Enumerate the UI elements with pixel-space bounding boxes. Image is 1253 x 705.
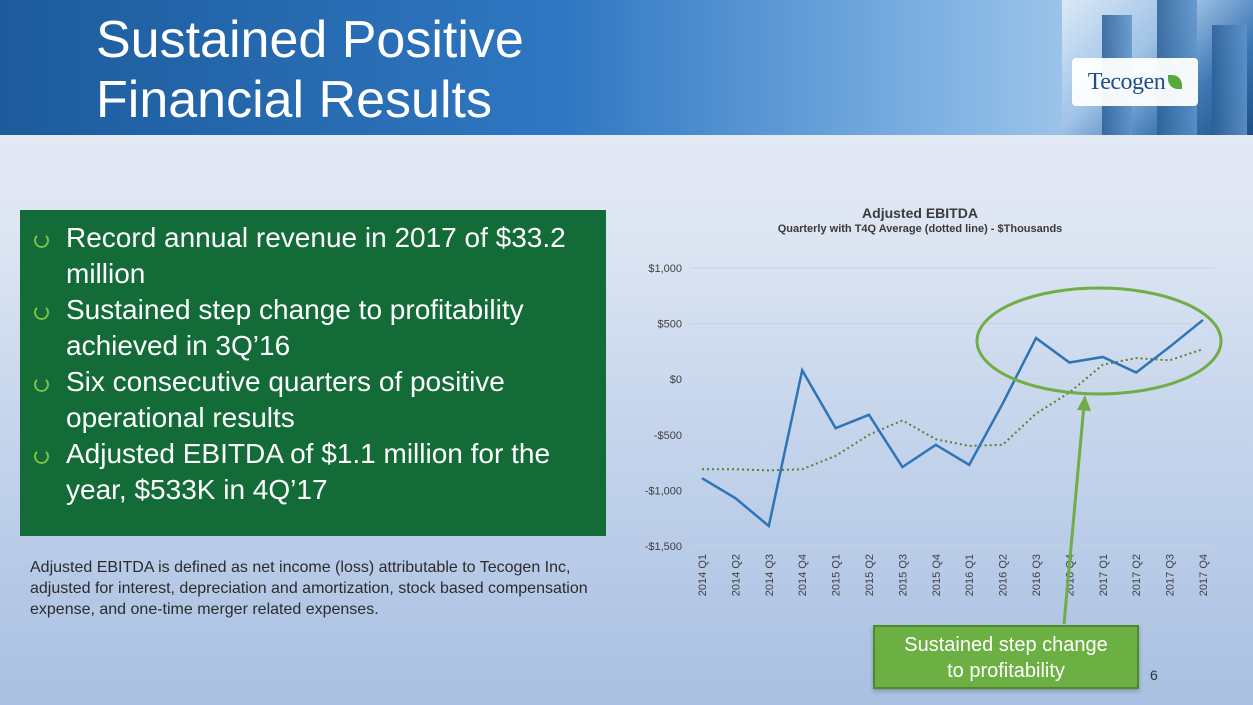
bullet-icon — [34, 305, 49, 320]
x-tick-label: 2014 Q3 — [764, 554, 776, 596]
x-tick-label: 2016 Q3 — [1031, 554, 1043, 596]
title-line-1: Sustained Positive — [96, 11, 524, 69]
highlights-box: Record annual revenue in 2017 of $33.2 m… — [20, 210, 606, 536]
bullet-item: Adjusted EBITDA of $1.1 million for the … — [34, 436, 594, 508]
callout-line-1: Sustained step change — [904, 634, 1108, 656]
y-tick-label: -$1,500 — [645, 541, 682, 553]
ebitda-line-chart: -$1,500 -$1,000 -$500 $0 $500 $1,000 2014 Q1 20… — [645, 263, 1223, 625]
slide-title: Sustained Positive Financial Results — [96, 10, 796, 130]
x-tick-label: 2015 Q2 — [864, 554, 876, 596]
x-tick-label: 2017 Q3 — [1165, 554, 1177, 596]
chart-title: Adjusted EBITDA — [862, 205, 978, 221]
y-tick-label: $0 — [670, 374, 682, 386]
bullet-text: Sustained step change to profitability a… — [66, 294, 524, 361]
bullet-icon — [34, 449, 49, 464]
x-tick-label: 2016 Q1 — [964, 554, 976, 596]
x-tick-label: 2014 Q1 — [697, 554, 709, 596]
bullet-text: Record annual revenue in 2017 of $33.2 m… — [66, 222, 566, 289]
bullet-text: Adjusted EBITDA of $1.1 million for the … — [66, 438, 551, 505]
callout-arrow — [1062, 404, 1086, 625]
x-tick-label: 2017 Q1 — [1098, 554, 1110, 596]
chart-subtitle: Quarterly with T4Q Average (dotted line)… — [777, 223, 1063, 235]
y-tick-label: -$500 — [654, 430, 682, 442]
bullet-item: Record annual revenue in 2017 of $33.2 m… — [34, 220, 594, 292]
company-logo: Tecogen — [1072, 58, 1198, 106]
arrow-head — [1077, 395, 1091, 411]
title-line-2: Financial Results — [96, 71, 492, 129]
x-tick-label: 2014 Q2 — [730, 554, 742, 596]
x-tick-label: 2015 Q1 — [831, 554, 843, 596]
highlight-ellipse — [975, 286, 1223, 396]
callout-line-2: to profitability — [947, 660, 1065, 682]
logo-text: Tecogen — [1087, 68, 1166, 95]
y-tick-label: $500 — [658, 319, 682, 331]
x-tick-label: 2017 Q2 — [1131, 554, 1143, 596]
page-number: 6 — [1150, 667, 1158, 683]
header-banner — [0, 0, 1253, 135]
x-tick-label: 2014 Q4 — [797, 554, 809, 596]
y-tick-label: -$1,000 — [645, 485, 682, 497]
bullet-item: Sustained step change to profitability a… — [34, 292, 594, 364]
x-tick-label: 2016 Q2 — [998, 554, 1010, 596]
x-tick-label: 2017 Q4 — [1198, 554, 1210, 596]
callout-box: Sustained step change to profitability — [873, 625, 1139, 689]
bullet-item: Six consecutive quarters of positive ope… — [34, 364, 594, 436]
ebitda-definition: Adjusted EBITDA is defined as net income… — [30, 559, 588, 618]
series-line-quarterly — [701, 318, 1204, 529]
x-tick-label: 2015 Q3 — [897, 554, 909, 596]
bullet-icon — [34, 377, 49, 392]
bullet-icon — [34, 233, 49, 248]
y-tick-label: $1,000 — [648, 263, 682, 275]
bullet-text: Six consecutive quarters of positive ope… — [66, 366, 505, 433]
x-tick-label: 2015 Q4 — [931, 554, 943, 596]
leaf-icon — [1168, 75, 1183, 89]
